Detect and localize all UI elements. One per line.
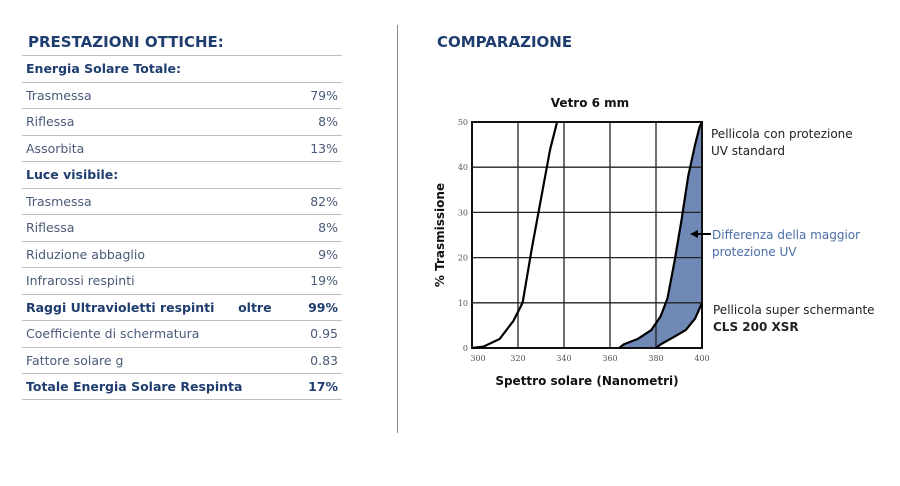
row-label: Assorbita — [26, 140, 85, 156]
row-label: Raggi Ultravioletti respinti — [26, 299, 215, 315]
series-line-2 — [655, 302, 704, 349]
annotation-standard-line1: Pellicola con protezione — [711, 127, 853, 141]
row-label: Coefficiente di schermatura — [26, 326, 200, 342]
row-label: Riflessa — [26, 114, 75, 130]
chart-title: Vetro 6 mm — [551, 96, 629, 110]
row-value: 19% — [310, 273, 338, 289]
arrow-head-icon — [690, 230, 698, 238]
table-row: Fattore solare g 0.83 — [22, 346, 342, 374]
row-value: 8% — [318, 220, 338, 236]
annotation-xsr: Pellicola super schermante CLS 200 XSR — [713, 302, 875, 336]
table-row: Energia Solare Totale: — [22, 55, 342, 82]
annotation-standard: Pellicola con protezione UV standard — [711, 126, 853, 160]
row-value: 0.95 — [310, 326, 338, 342]
annotation-difference-line1: Differenza della maggior — [712, 228, 861, 242]
table-row: Luce visibile: — [22, 161, 342, 188]
row-value: 79% — [310, 87, 338, 103]
y-tick-label: 40 — [458, 163, 468, 172]
y-tick-label: 50 — [458, 118, 468, 127]
row-label: Luce visibile: — [26, 167, 119, 183]
right-title: COMPARAZIONE — [437, 33, 573, 51]
y-tick-label: 0 — [463, 344, 468, 353]
x-tick-label: 380 — [648, 354, 663, 363]
row-value: 17% — [308, 378, 338, 394]
y-tick-label: 30 — [458, 208, 468, 217]
y-axis-label: % Trasmissione — [433, 183, 447, 287]
series-line-0 — [471, 121, 559, 350]
table-row: Assorbita 13% — [22, 134, 342, 162]
series-line-1 — [618, 121, 703, 349]
row-label: Fattore solare g — [26, 352, 124, 368]
table-row: Infrarossi respinti 19% — [22, 267, 342, 294]
row-qualifier: oltre — [238, 299, 272, 315]
annotation-difference-line2: protezione UV — [712, 245, 797, 259]
row-label: Totale Energia Solare Respinta — [26, 378, 243, 394]
row-label: Trasmessa — [26, 193, 92, 209]
row-label: Riflessa — [26, 220, 75, 236]
row-label: Energia Solare Totale: — [26, 61, 182, 77]
annotation-xsr-line1: Pellicola super schermante — [713, 303, 875, 317]
row-value: 82% — [310, 193, 338, 209]
y-tick-label: 10 — [458, 299, 468, 308]
row-label: Infrarossi respinti — [26, 273, 135, 289]
table-row: Trasmessa 79% — [22, 81, 342, 109]
x-tick-label: 320 — [510, 354, 525, 363]
table-row: Riflessa 8% — [22, 214, 342, 241]
x-axis-label: Spettro solare (Nanometri) — [495, 374, 678, 388]
x-tick-label: 360 — [602, 354, 617, 363]
table-row: Riflessa 8% — [22, 108, 342, 135]
row-label: Trasmessa — [26, 87, 92, 103]
annotation-standard-line2: UV standard — [711, 144, 786, 158]
x-tick-label: 300 — [470, 354, 485, 363]
row-value: 99% — [308, 299, 338, 315]
x-tick-label: 400 — [694, 354, 709, 363]
annotation-difference: Differenza della maggior protezione UV — [712, 227, 860, 261]
table-row: Coefficiente di schermatura 0.95 — [22, 320, 342, 347]
row-value: 8% — [318, 114, 338, 130]
table-row: Totale Energia Solare Respinta 17% — [22, 373, 342, 400]
annotation-xsr-line2: CLS 200 XSR — [713, 320, 799, 334]
row-value: 0.83 — [310, 352, 338, 368]
x-tick-label: 340 — [556, 354, 571, 363]
y-tick-label: 20 — [458, 254, 468, 263]
table-row: Trasmessa 82% — [22, 187, 342, 215]
table-row: Raggi Ultravioletti respinti oltre 99% — [22, 293, 342, 321]
table-row: Riduzione abbaglio 9% — [22, 240, 342, 268]
left-title: PRESTAZIONI OTTICHE: — [28, 33, 224, 51]
optical-performance-table: Energia Solare Totale: Trasmessa 79% Rifles… — [22, 55, 342, 400]
row-value: 13% — [310, 140, 338, 156]
divider — [397, 25, 398, 433]
uv-difference-area — [619, 122, 702, 348]
row-label: Riduzione abbaglio — [26, 246, 146, 262]
row-value: 9% — [318, 246, 338, 262]
